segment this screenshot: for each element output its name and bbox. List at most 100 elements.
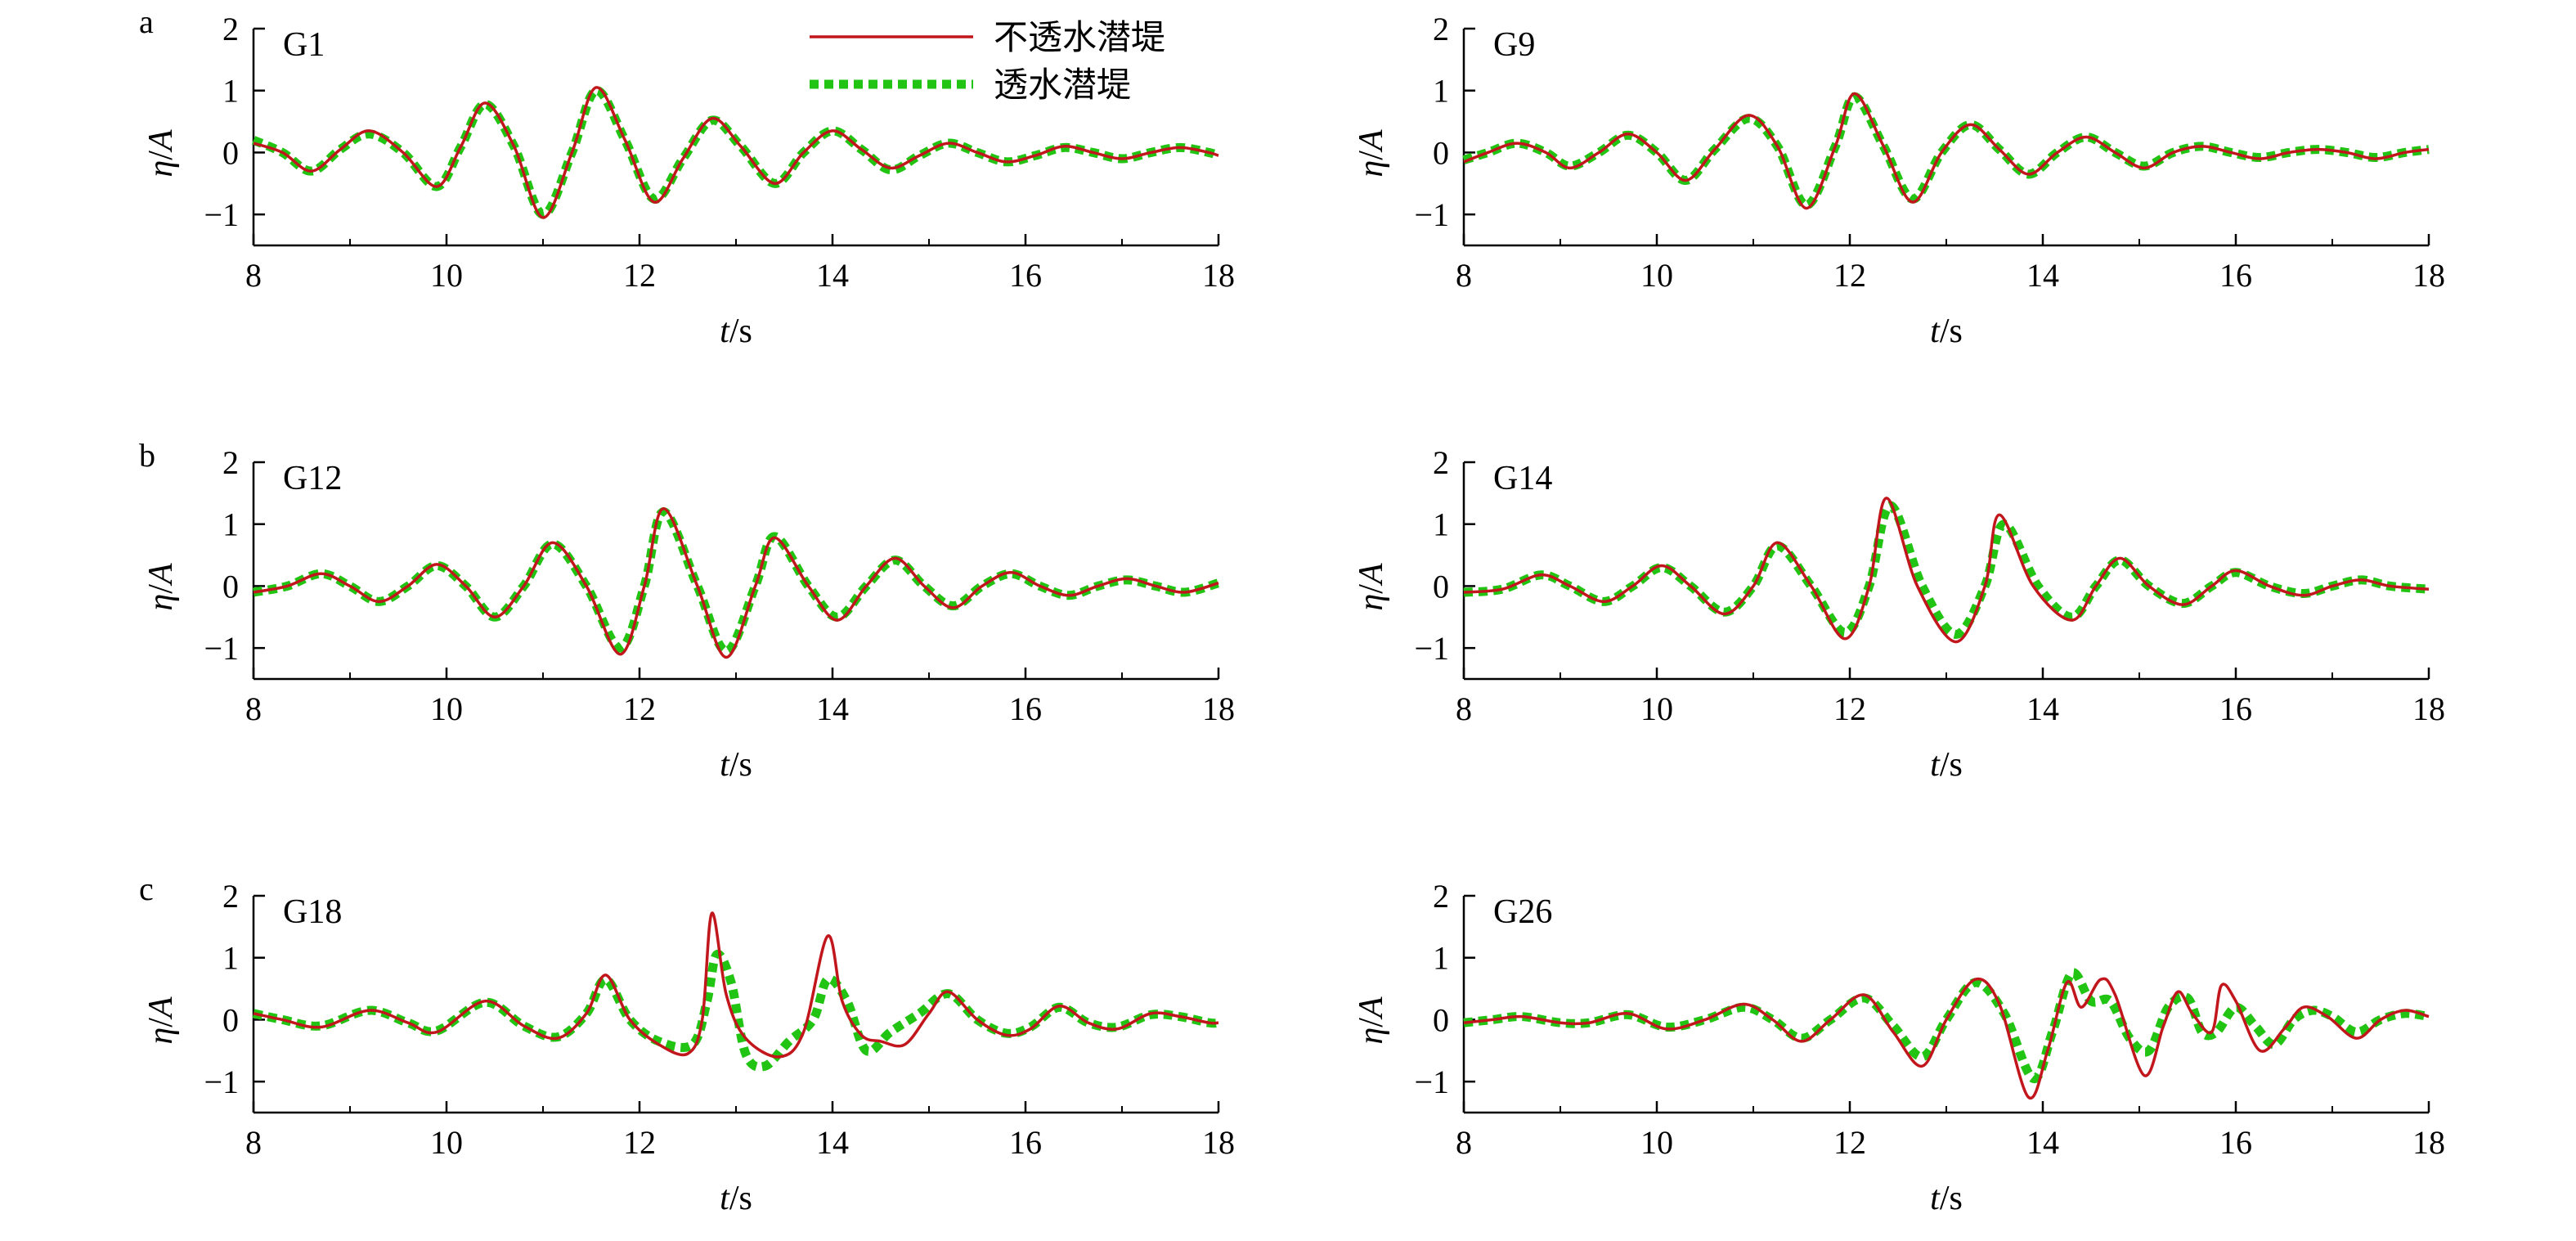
- x-axis-label: t/s: [720, 312, 752, 350]
- series-line-permeable: [1462, 92, 2430, 210]
- y-axis-label: η/A: [142, 996, 180, 1045]
- y-tick-label: 1: [1433, 506, 1449, 543]
- series-line-impermeable: [253, 507, 1219, 659]
- legend-label: 透水潜堤: [994, 67, 1131, 105]
- series-line-permeable: [252, 949, 1219, 1072]
- y-axis-label: η/A: [1353, 563, 1390, 611]
- x-tick-label: 14: [2026, 257, 2059, 294]
- series-line-permeable: [1463, 501, 2430, 639]
- series-line-impermeable: [1463, 977, 2430, 1100]
- panel-letter: b: [139, 437, 155, 474]
- y-tick-label: 2: [222, 11, 239, 47]
- x-tick-label: 12: [623, 1124, 656, 1161]
- series-line-impermeable: [253, 911, 1219, 1059]
- y-tick-label: −1: [1414, 196, 1449, 233]
- y-tick-label: 2: [222, 878, 239, 915]
- y-axis-label: η/A: [142, 129, 180, 178]
- y-tick-label: 0: [1433, 568, 1449, 605]
- x-axis-label: t/s: [720, 746, 752, 784]
- y-tick-label: 1: [222, 506, 239, 543]
- series-line-permeable: [253, 507, 1220, 656]
- x-tick-label: 18: [1202, 1124, 1235, 1161]
- x-tick-label: 14: [2026, 690, 2059, 727]
- series-line-impermeable: [253, 86, 1219, 219]
- x-tick-label: 14: [816, 690, 849, 727]
- y-tick-label: 0: [222, 568, 239, 605]
- y-tick-label: 0: [1433, 1001, 1449, 1038]
- x-axis-label: t/s: [1930, 1180, 1963, 1217]
- series-line-permeable: [1463, 968, 2430, 1083]
- x-tick-label: 10: [430, 1124, 463, 1161]
- x-tick-label: 8: [245, 257, 262, 294]
- x-axis-label: t/s: [1930, 312, 1963, 350]
- x-tick-label: 18: [1202, 257, 1235, 294]
- x-tick-label: 16: [1009, 1124, 1042, 1161]
- y-tick-label: 2: [1433, 11, 1449, 47]
- x-tick-label: 14: [2026, 1124, 2059, 1161]
- x-tick-label: 16: [2219, 690, 2252, 727]
- gauge-label: G1: [283, 26, 325, 64]
- y-tick-label: −1: [204, 196, 239, 233]
- legend-label: 不透水潜堤: [994, 20, 1165, 57]
- y-tick-label: 0: [222, 1001, 239, 1038]
- y-tick-label: −1: [204, 630, 239, 667]
- x-tick-label: 10: [430, 690, 463, 727]
- y-tick-label: 1: [1433, 73, 1449, 110]
- x-tick-label: 18: [1202, 690, 1235, 727]
- series-line-permeable: [251, 86, 1220, 219]
- x-tick-label: 12: [1833, 1124, 1866, 1161]
- x-tick-label: 18: [2412, 690, 2445, 727]
- y-tick-label: 0: [222, 134, 239, 171]
- gauge-label: G18: [283, 893, 342, 931]
- x-tick-label: 12: [1833, 257, 1866, 294]
- x-tick-label: 8: [245, 1124, 262, 1161]
- x-tick-label: 16: [2219, 257, 2252, 294]
- gauge-label: G9: [1493, 26, 1535, 64]
- x-tick-label: 8: [1456, 1124, 1472, 1161]
- y-tick-label: 2: [1433, 878, 1449, 915]
- series-line-impermeable: [1463, 92, 2430, 210]
- gauge-label: G14: [1493, 460, 1552, 497]
- x-tick-label: 14: [816, 257, 849, 294]
- y-tick-label: −1: [1414, 630, 1449, 667]
- series-line-impermeable: [1463, 497, 2430, 644]
- x-tick-label: 12: [623, 257, 656, 294]
- gauge-label: G12: [283, 460, 342, 497]
- x-tick-label: 8: [1456, 690, 1472, 727]
- x-axis-label: t/s: [1930, 746, 1963, 784]
- x-tick-label: 18: [2412, 1124, 2445, 1161]
- x-tick-label: 16: [2219, 1124, 2252, 1161]
- panel-letter: c: [139, 870, 154, 907]
- x-tick-label: 16: [1009, 257, 1042, 294]
- x-tick-label: 12: [623, 690, 656, 727]
- y-tick-label: 1: [1433, 940, 1449, 977]
- y-axis-label: η/A: [142, 563, 180, 611]
- y-tick-label: 1: [222, 73, 239, 110]
- x-tick-label: 18: [2412, 257, 2445, 294]
- x-tick-label: 10: [430, 257, 463, 294]
- y-tick-label: 1: [222, 940, 239, 977]
- x-axis-label: t/s: [720, 1180, 752, 1217]
- x-tick-label: 10: [1640, 1124, 1673, 1161]
- y-axis-label: η/A: [1353, 129, 1390, 178]
- x-tick-label: 8: [245, 690, 262, 727]
- x-tick-label: 10: [1640, 257, 1673, 294]
- y-axis-label: η/A: [1353, 996, 1390, 1045]
- y-tick-label: −1: [1414, 1063, 1449, 1100]
- x-tick-label: 12: [1833, 690, 1866, 727]
- y-tick-label: 2: [1433, 444, 1449, 481]
- x-tick-label: 14: [816, 1124, 849, 1161]
- y-tick-label: 0: [1433, 134, 1449, 171]
- y-tick-label: −1: [204, 1063, 239, 1100]
- gauge-label: G26: [1493, 893, 1552, 931]
- x-tick-label: 16: [1009, 690, 1042, 727]
- panel-letter: a: [139, 3, 154, 40]
